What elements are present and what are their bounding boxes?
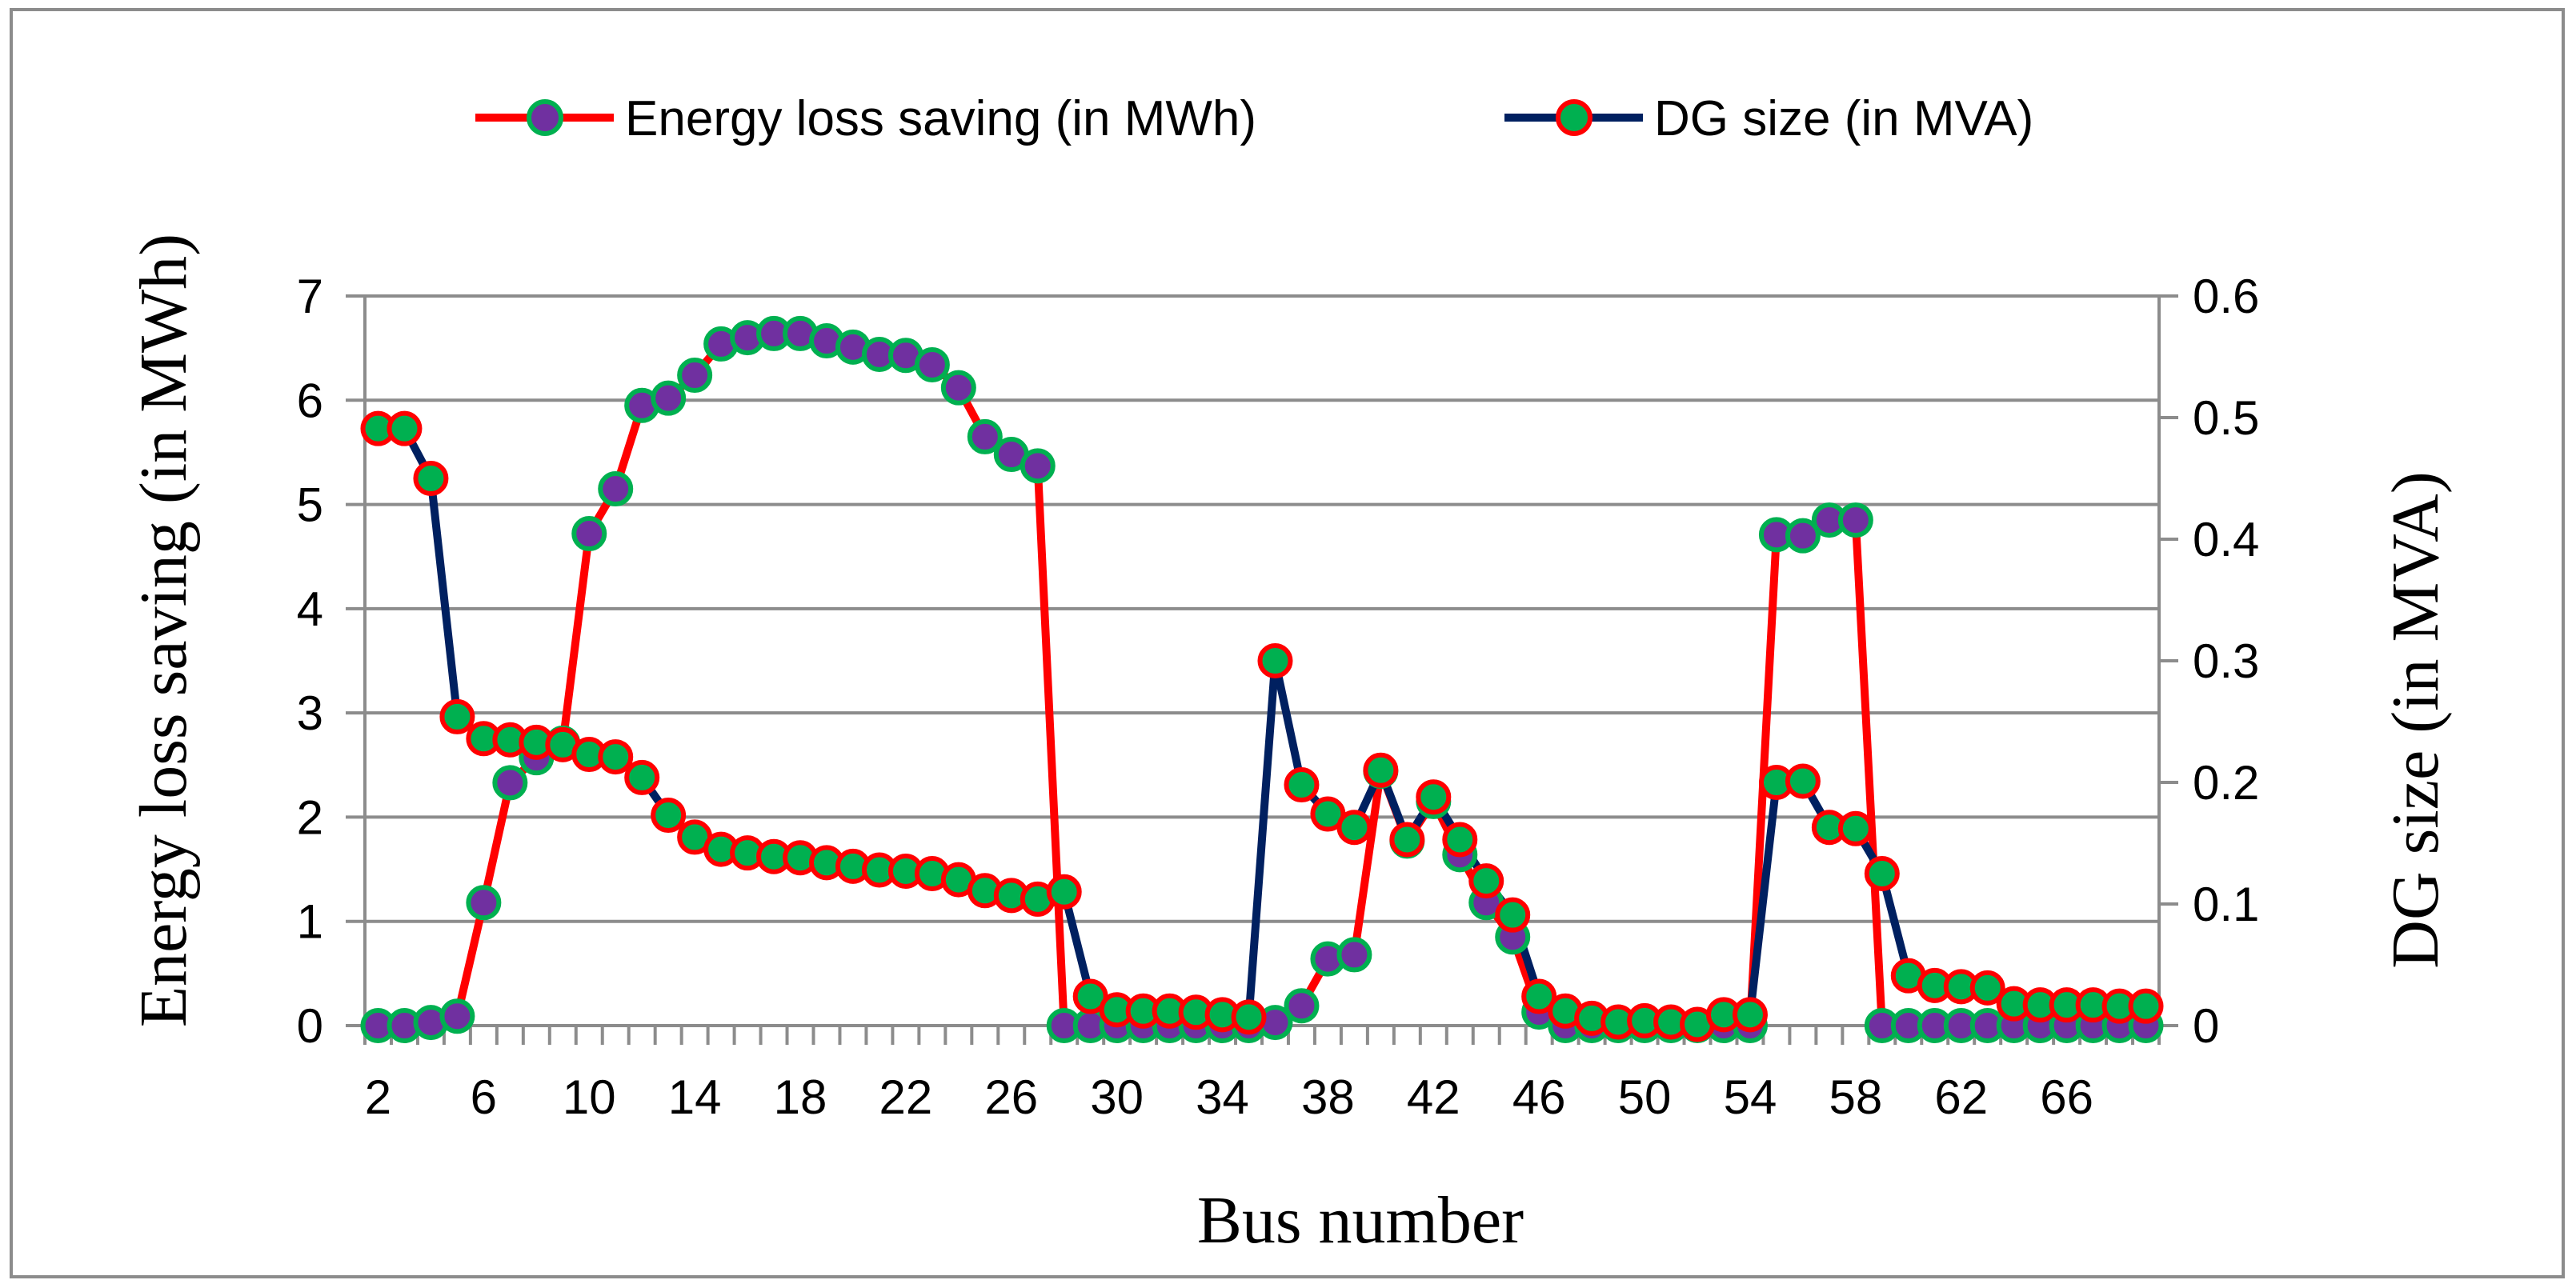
right-tick-label: 0 xyxy=(2193,999,2219,1053)
dg-size-point xyxy=(624,759,660,795)
dg-size-point xyxy=(1521,978,1557,1014)
left-axis-title: Energy loss saving (in MWh) xyxy=(126,234,201,1027)
energy-loss-saving-point xyxy=(914,346,950,382)
energy-loss-saving-point xyxy=(466,885,502,921)
dg-size-point xyxy=(1864,856,1900,891)
dg-size-point xyxy=(2128,988,2164,1024)
energy-loss-saving-point xyxy=(1837,502,1873,538)
x-tick-label: 66 xyxy=(2040,1070,2093,1124)
dg-size-point xyxy=(651,798,687,834)
x-tick-label: 2 xyxy=(365,1070,391,1124)
energy-loss-saving-point xyxy=(571,516,607,552)
dg-size-point xyxy=(1785,763,1821,799)
dg-size-point xyxy=(1495,897,1531,933)
dg-size-point xyxy=(1363,752,1399,788)
right-axis-title: DG size (in MVA) xyxy=(2378,471,2453,968)
x-tick-label: 42 xyxy=(1407,1070,1460,1124)
dg-size-point xyxy=(1837,810,1873,846)
x-tick-label: 22 xyxy=(879,1070,933,1124)
right-tick-label: 0.1 xyxy=(2193,878,2259,931)
dg-size-point xyxy=(413,461,449,496)
x-tick-label: 58 xyxy=(1829,1070,1882,1124)
legend-marker-dg xyxy=(1556,99,1592,136)
energy-loss-saving-point xyxy=(598,471,634,507)
energy-loss-saving-point xyxy=(677,358,713,394)
energy-loss-saving-point xyxy=(1020,448,1056,484)
right-tick-label: 0.5 xyxy=(2193,391,2259,445)
x-tick-label: 14 xyxy=(668,1070,722,1124)
dg-size-point xyxy=(1284,767,1320,803)
x-tick-label: 10 xyxy=(563,1070,616,1124)
left-tick-label: 6 xyxy=(297,374,323,427)
right-tick-label: 0.6 xyxy=(2193,270,2259,323)
right-tick-label: 0.4 xyxy=(2193,513,2259,566)
dg-size-point xyxy=(1336,810,1372,846)
dg-size-point xyxy=(1389,822,1425,858)
energy-loss-saving-point xyxy=(439,998,475,1034)
dg-size-point xyxy=(1969,970,2005,1006)
energy-loss-saving-point xyxy=(1785,518,1821,554)
chart-frame xyxy=(10,8,2565,1278)
x-tick-label: 26 xyxy=(984,1070,1038,1124)
x-tick-label: 6 xyxy=(471,1070,497,1124)
energy-loss-saving-point xyxy=(1336,937,1372,973)
x-axis-title: Bus number xyxy=(1197,1183,1524,1258)
left-tick-label: 2 xyxy=(297,790,323,844)
dg-size-point xyxy=(1046,874,1082,910)
energy-loss-saving-point xyxy=(651,380,687,416)
x-tick-label: 18 xyxy=(774,1070,827,1124)
dg-size-point xyxy=(1416,779,1452,815)
series-layer xyxy=(360,315,2164,1043)
energy-loss-saving-point xyxy=(1284,988,1320,1024)
energy-loss-saving-point xyxy=(940,370,976,406)
left-tick-label: 3 xyxy=(297,686,323,740)
dg-size-point xyxy=(387,410,423,446)
x-tick-label: 38 xyxy=(1301,1070,1355,1124)
legend-label-dg: DG size (in MVA) xyxy=(1654,91,2033,146)
x-tick-label: 62 xyxy=(1934,1070,1988,1124)
dg-size-point xyxy=(1231,999,1267,1035)
x-tick-label: 34 xyxy=(1196,1070,1249,1124)
right-tick-label: 0.2 xyxy=(2193,756,2259,810)
left-tick-label: 5 xyxy=(297,478,323,532)
dg-size-point xyxy=(1442,822,1478,858)
left-tick-label: 0 xyxy=(297,999,323,1053)
legend-marker-energy xyxy=(527,99,563,136)
dg-size-point xyxy=(598,739,634,775)
x-tick-label: 50 xyxy=(1618,1070,1672,1124)
dg-size-point xyxy=(439,698,475,734)
dg-size-point xyxy=(1257,643,1293,678)
legend-label-energy: Energy loss saving (in MWh) xyxy=(625,91,1256,146)
left-tick-label: 7 xyxy=(297,270,323,323)
dg-size-point xyxy=(1732,997,1768,1033)
energy-loss-saving-point xyxy=(967,418,1003,454)
x-tick-label: 30 xyxy=(1090,1070,1144,1124)
energy-loss-saving-point xyxy=(492,765,528,801)
x-tick-label: 46 xyxy=(1512,1070,1566,1124)
right-tick-label: 0.3 xyxy=(2193,634,2259,688)
left-tick-label: 1 xyxy=(297,895,323,949)
dg-size-point xyxy=(1468,863,1504,899)
legend: Energy loss saving (in MWh) DG size (in … xyxy=(475,91,2033,146)
left-tick-label: 4 xyxy=(297,582,323,636)
x-tick-label: 54 xyxy=(1724,1070,1777,1124)
